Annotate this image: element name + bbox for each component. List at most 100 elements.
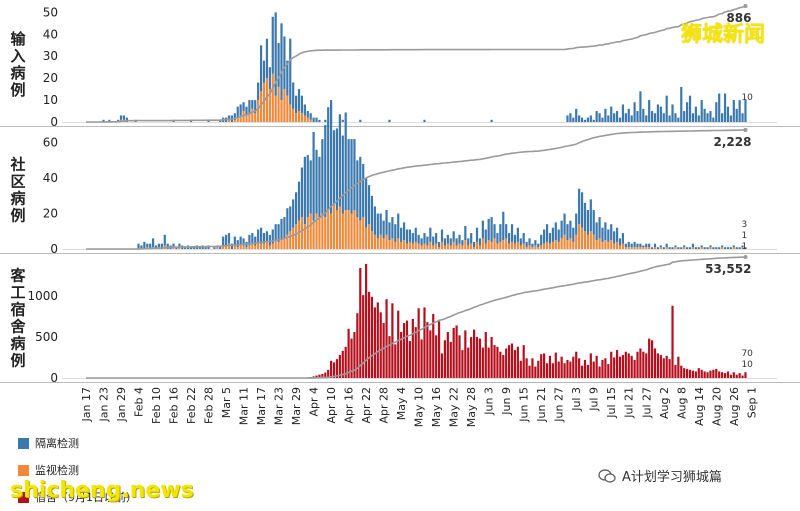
y-axis-title-char: 病 — [10, 335, 25, 353]
bar-quarantine — [379, 213, 382, 235]
bar-quarantine — [382, 220, 385, 239]
y-axis-title-char: 社 — [9, 156, 25, 174]
bar-dormitory — [394, 344, 397, 378]
bar-dormitory — [408, 341, 411, 378]
bar-quarantine — [735, 108, 738, 122]
bar-surveillance — [286, 234, 289, 249]
bar-dormitory — [475, 336, 479, 378]
bar-quarantine — [152, 238, 155, 248]
bar-quarantine — [610, 106, 613, 122]
bar-quarantine — [715, 102, 718, 122]
bar-quarantine — [580, 117, 584, 122]
bar-dormitory — [583, 359, 587, 378]
y-tick-label: 500 — [35, 330, 58, 344]
bar-dormitory — [595, 355, 598, 378]
bar-dormitory — [677, 356, 680, 378]
bar-dormitory — [429, 330, 432, 378]
bar-quarantine — [312, 117, 315, 122]
bar-quarantine — [513, 234, 517, 244]
bar-surveillance — [262, 243, 266, 249]
bar-dormitory — [435, 335, 438, 378]
bar-dormitory — [370, 296, 374, 378]
bar-quarantine — [575, 108, 578, 122]
bar-dormitory — [446, 332, 449, 378]
bar-quarantine — [184, 247, 187, 249]
bar-quarantine — [715, 247, 718, 249]
bar-quarantine — [324, 119, 327, 122]
bar-quarantine — [578, 188, 581, 225]
bar-surveillance — [496, 243, 499, 249]
bar-quarantine — [683, 245, 686, 248]
bar-quarantine — [648, 243, 651, 248]
bar-dormitory — [712, 369, 715, 378]
bar-quarantine — [516, 227, 519, 242]
bar-dormitory — [610, 351, 613, 378]
bar-quarantine — [405, 229, 409, 244]
end-value-label: 70 — [741, 349, 753, 359]
bar-quarantine — [242, 102, 245, 112]
bar-quarantine — [706, 113, 709, 122]
bar-surveillance — [292, 227, 295, 249]
bar-quarantine — [239, 236, 242, 246]
brand-logo-text: 狮城新闻 — [681, 22, 765, 46]
bar-quarantine — [335, 128, 339, 210]
bar-surveillance — [242, 245, 245, 249]
bar-quarantine — [455, 238, 458, 246]
bar-quarantine — [359, 119, 362, 122]
bar-quarantine — [686, 247, 689, 249]
bar-surveillance — [172, 247, 175, 249]
bar-quarantine — [257, 229, 260, 242]
bar-quarantine — [613, 231, 616, 244]
bar-quarantine — [137, 243, 140, 249]
bar-quarantine — [464, 225, 467, 241]
bar-surveillance — [642, 247, 645, 249]
bar-quarantine — [583, 202, 587, 232]
bar-quarantine — [595, 111, 598, 122]
bar-quarantine — [265, 38, 269, 79]
x-tick-label: Feb 28 — [203, 387, 216, 424]
bar-surveillance — [239, 115, 242, 122]
bar-surveillance — [397, 238, 400, 249]
bar-quarantine — [738, 100, 741, 122]
bar-quarantine — [691, 243, 695, 248]
x-tick-label: Jul 15 — [605, 387, 618, 419]
bar-surveillance — [379, 234, 382, 249]
bar-quarantine — [563, 213, 566, 235]
bar-dormitory — [694, 371, 697, 378]
bar-surveillance — [306, 117, 309, 122]
bar-surveillance — [303, 115, 306, 122]
bar-quarantine — [175, 247, 178, 249]
bar-dormitory — [624, 351, 627, 378]
bar-dormitory — [633, 359, 636, 378]
bar-quarantine — [189, 247, 193, 249]
bar-quarantine — [470, 233, 473, 244]
bar-dormitory — [382, 323, 385, 378]
bar-surveillance — [569, 238, 572, 249]
x-tick-label: May 16 — [430, 387, 443, 427]
bar-dormitory — [359, 268, 362, 378]
bar-quarantine — [691, 113, 695, 122]
bar-dormitory — [414, 327, 417, 378]
bar-quarantine — [697, 247, 700, 249]
bar-dormitory — [508, 345, 511, 378]
y-axis-title-char: 病 — [10, 190, 25, 208]
bar-quarantine — [437, 241, 441, 248]
bar-quarantine — [703, 247, 706, 249]
y-tick-label: 20 — [43, 71, 58, 85]
bar-surveillance — [388, 240, 391, 249]
bar-dormitory — [365, 263, 368, 378]
bar-surveillance — [265, 78, 269, 122]
bar-surveillance — [309, 213, 312, 249]
bar-surveillance — [318, 217, 321, 249]
y-axis-title-char: 入 — [10, 47, 25, 65]
bar-surveillance — [216, 247, 219, 249]
bar-quarantine — [519, 238, 522, 246]
bar-surveillance — [519, 245, 522, 249]
end-value-label: 1 — [741, 242, 747, 252]
bar-surveillance — [335, 210, 339, 249]
bar-quarantine — [680, 86, 683, 122]
legend-item-dormitory: 宿舍（9月1日以前） — [18, 489, 137, 505]
bar-dormitory — [379, 312, 382, 378]
y-axis-title-char: 宿 — [10, 301, 25, 319]
bar-quarantine — [362, 163, 365, 218]
